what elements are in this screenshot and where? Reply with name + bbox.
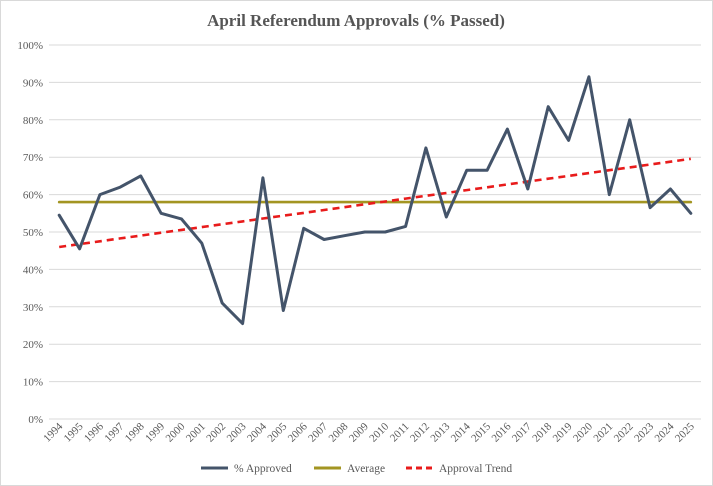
chart-title: April Referendum Approvals (% Passed) — [207, 11, 505, 30]
x-tick-label: 2003 — [225, 420, 249, 444]
x-tick-label: 1997 — [102, 420, 126, 444]
x-tick-label: 2018 — [530, 420, 554, 444]
x-tick-label: 2024 — [653, 420, 677, 444]
y-tick-label: 100% — [17, 40, 43, 52]
legend-label: Average — [347, 463, 385, 475]
x-tick-label: 2013 — [428, 420, 452, 444]
x-tick-label: 2021 — [591, 421, 615, 445]
x-tick-label: 2016 — [490, 420, 514, 444]
y-tick-label: 0% — [28, 414, 43, 426]
x-tick-label: 2010 — [367, 420, 391, 444]
x-tick-label: 2001 — [184, 421, 208, 445]
x-tick-label: 1996 — [82, 420, 106, 444]
y-tick-label: 50% — [23, 227, 43, 239]
y-tick-label: 20% — [23, 339, 43, 351]
x-tick-label: 2005 — [265, 420, 289, 444]
x-tick-label: 2025 — [673, 420, 697, 444]
x-tick-label: 2020 — [571, 420, 595, 444]
x-tick-label: 2023 — [632, 420, 656, 444]
x-tick-label: 2004 — [245, 420, 269, 444]
legend: % Approved Average Approval Trend — [201, 463, 512, 475]
y-tick-label: 70% — [23, 152, 43, 164]
x-tick-label: 2014 — [449, 420, 473, 444]
series-line-approval-trend — [59, 157, 691, 249]
x-tick-label: 1999 — [143, 420, 167, 444]
y-tick-label: 60% — [23, 190, 43, 202]
x-tick-label: 2006 — [286, 420, 310, 444]
x-tick-label: 2002 — [204, 421, 228, 445]
x-tick-label: 2009 — [347, 420, 371, 444]
x-tick-label: 2019 — [551, 420, 575, 444]
x-tick-label: 2012 — [408, 421, 432, 445]
x-tick-label: 1998 — [123, 420, 147, 444]
x-axis-ticks: 1994199519961997199819992000200120022003… — [41, 420, 697, 444]
y-tick-label: 10% — [23, 377, 43, 389]
y-tick-label: 90% — [23, 77, 43, 89]
x-tick-label: 1995 — [62, 420, 86, 444]
y-tick-label: 40% — [23, 264, 43, 276]
series-lines — [57, 75, 693, 326]
legend-label: % Approved — [234, 463, 292, 475]
x-tick-label: 2000 — [164, 420, 188, 444]
x-tick-label: 2007 — [306, 420, 330, 444]
y-tick-label: 80% — [23, 115, 43, 127]
x-tick-label: 2008 — [327, 420, 351, 444]
x-tick-label: 2015 — [469, 420, 493, 444]
series-line-approved — [57, 75, 693, 326]
x-tick-label: 2011 — [388, 421, 412, 445]
x-tick-label: 1994 — [41, 420, 65, 444]
x-tick-label: 2017 — [510, 420, 534, 444]
y-tick-label: 30% — [23, 302, 43, 314]
x-tick-label: 2022 — [612, 421, 636, 445]
legend-label: Approval Trend — [439, 463, 512, 475]
y-axis-ticks: 0% 10% 20% 30% 40% 50% 60% 70% 80% 90% 100% — [17, 40, 43, 426]
